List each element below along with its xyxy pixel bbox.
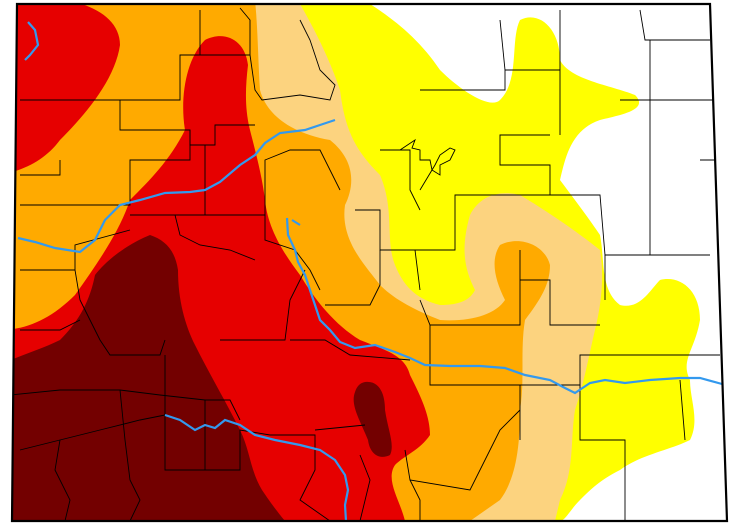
county-line	[174, 214, 256, 261]
zone-exceptional-main	[12, 235, 285, 521]
county-line	[550, 194, 710, 256]
state-border	[10, 2, 729, 523]
river-gunnison	[291, 219, 301, 226]
county-line	[220, 269, 306, 341]
county-line	[404, 409, 521, 491]
county-line	[20, 229, 131, 271]
river-colorado-main	[285, 217, 723, 395]
county-boundaries	[12, 7, 720, 521]
county-line	[290, 339, 411, 361]
county-line	[639, 9, 710, 41]
county-line	[419, 250, 521, 326]
county-line	[19, 414, 166, 451]
river-yampa-colorado	[17, 118, 336, 254]
county-line	[520, 279, 600, 326]
zone-extreme-north	[12, 4, 120, 175]
county-line	[415, 134, 551, 251]
county-line	[679, 379, 686, 441]
county-line	[74, 269, 166, 356]
county-line	[20, 319, 81, 331]
reservoir-outline	[399, 138, 456, 191]
county-line	[325, 250, 381, 306]
county-line	[54, 439, 71, 521]
county-line	[380, 149, 421, 211]
river-north-fork	[24, 21, 40, 61]
county-line	[579, 385, 626, 521]
county-line	[249, 19, 336, 101]
county-line	[409, 479, 421, 521]
county-line	[119, 389, 141, 521]
county-line	[20, 160, 61, 176]
county-line	[359, 454, 371, 521]
river-dolores-san-juan	[164, 413, 350, 521]
county-line	[429, 325, 521, 440]
county-line	[120, 54, 200, 101]
rivers	[17, 21, 723, 521]
county-line	[205, 429, 331, 521]
county-line	[164, 355, 241, 471]
zone-exceptional-east	[353, 381, 392, 457]
county-line	[314, 424, 366, 431]
county-line	[189, 124, 255, 146]
county-line	[520, 354, 720, 386]
county-line	[499, 19, 506, 71]
county-line	[355, 209, 421, 291]
